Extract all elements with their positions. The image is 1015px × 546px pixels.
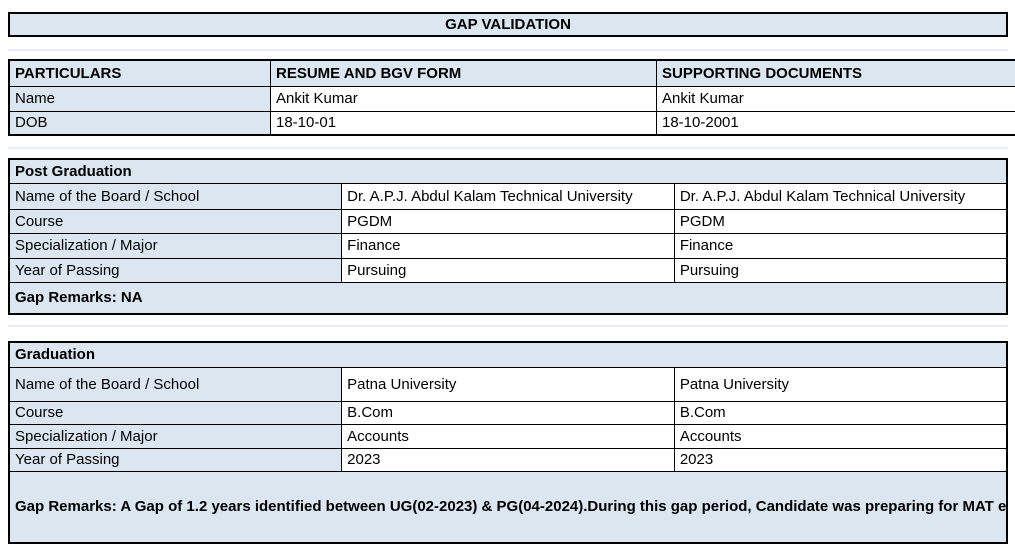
table-row: DOB 18-10-01 18-10-2001 <box>8 110 1015 136</box>
post-graduation-table: Post Graduation Name of the Board / Scho… <box>8 158 1008 315</box>
header-resume-bgv-form: RESUME AND BGV FORM <box>270 59 657 87</box>
grad-board-supporting-value: Patna University <box>673 366 1008 402</box>
particulars-table: PARTICULARS RESUME AND BGV FORM SUPPORTI… <box>8 59 1015 136</box>
row-label-specialization: Specialization / Major <box>8 423 343 449</box>
section-title-post-graduation: Post Graduation <box>8 158 1008 184</box>
pg-board-supporting-value: Dr. A.P.J. Abdul Kalam Technical Univers… <box>673 182 1008 210</box>
row-label-board-school: Name of the Board / School <box>8 182 343 210</box>
section-title-row: Post Graduation <box>8 158 1008 184</box>
table-row: Specialization / Major Finance Finance <box>8 232 1008 259</box>
section-title-graduation: Graduation <box>8 341 1008 368</box>
table-row: Course PGDM PGDM <box>8 208 1008 234</box>
table-row: Course B.Com B.Com <box>8 400 1008 425</box>
grad-year-resume-value: 2023 <box>341 447 675 472</box>
dob-supporting-value: 18-10-2001 <box>656 110 1015 136</box>
table-row: Specialization / Major Accounts Accounts <box>8 423 1008 449</box>
row-label-course: Course <box>8 400 343 425</box>
post-graduation-gap-remarks: Gap Remarks: NA <box>8 281 1008 315</box>
row-label-year-of-passing: Year of Passing <box>8 257 343 283</box>
dob-resume-value: 18-10-01 <box>270 110 657 136</box>
name-supporting-value: Ankit Kumar <box>656 85 1015 112</box>
grad-course-supporting-value: B.Com <box>673 400 1008 425</box>
pg-year-resume-value: Pursuing <box>341 257 675 283</box>
graduation-gap-remarks: Gap Remarks: A Gap of 1.2 years identifi… <box>8 470 1008 544</box>
header-particulars: PARTICULARS <box>8 59 271 87</box>
page-title: GAP VALIDATION <box>445 16 571 33</box>
name-resume-value: Ankit Kumar <box>270 85 657 112</box>
table-header-row: PARTICULARS RESUME AND BGV FORM SUPPORTI… <box>8 59 1015 87</box>
row-label-year-of-passing: Year of Passing <box>8 447 343 472</box>
header-supporting-documents: SUPPORTING DOCUMENTS <box>656 59 1015 87</box>
table-row: Year of Passing 2023 2023 <box>8 447 1008 472</box>
row-separator-line <box>8 147 1008 149</box>
table-row: Year of Passing Pursuing Pursuing <box>8 257 1008 283</box>
row-separator-line <box>8 49 1008 51</box>
section-title-row: Graduation <box>8 341 1008 368</box>
pg-course-resume-value: PGDM <box>341 208 675 234</box>
document-title-bar: GAP VALIDATION <box>8 12 1008 37</box>
row-label-course: Course <box>8 208 343 234</box>
row-label-board-school: Name of the Board / School <box>8 366 343 402</box>
pg-year-supporting-value: Pursuing <box>673 257 1008 283</box>
pg-specialization-supporting-value: Finance <box>673 232 1008 259</box>
row-label-specialization: Specialization / Major <box>8 232 343 259</box>
pg-board-resume-value: Dr. A.P.J. Abdul Kalam Technical Univers… <box>341 182 675 210</box>
row-label-name: Name <box>8 85 271 112</box>
pg-specialization-resume-value: Finance <box>341 232 675 259</box>
table-row: Name of the Board / School Dr. A.P.J. Ab… <box>8 182 1008 210</box>
table-row: Name of the Board / School Patna Univers… <box>8 366 1008 402</box>
gap-remarks-row: Gap Remarks: NA <box>8 281 1008 315</box>
graduation-table: Graduation Name of the Board / School Pa… <box>8 341 1008 544</box>
grad-year-supporting-value: 2023 <box>673 447 1008 472</box>
grad-specialization-supporting-value: Accounts <box>673 423 1008 449</box>
row-label-dob: DOB <box>8 110 271 136</box>
grad-specialization-resume-value: Accounts <box>341 423 675 449</box>
table-row: Name Ankit Kumar Ankit Kumar <box>8 85 1015 112</box>
row-separator-line <box>8 325 1008 327</box>
grad-board-resume-value: Patna University <box>341 366 675 402</box>
grad-course-resume-value: B.Com <box>341 400 675 425</box>
gap-remarks-row: Gap Remarks: A Gap of 1.2 years identifi… <box>8 470 1008 544</box>
pg-course-supporting-value: PGDM <box>673 208 1008 234</box>
